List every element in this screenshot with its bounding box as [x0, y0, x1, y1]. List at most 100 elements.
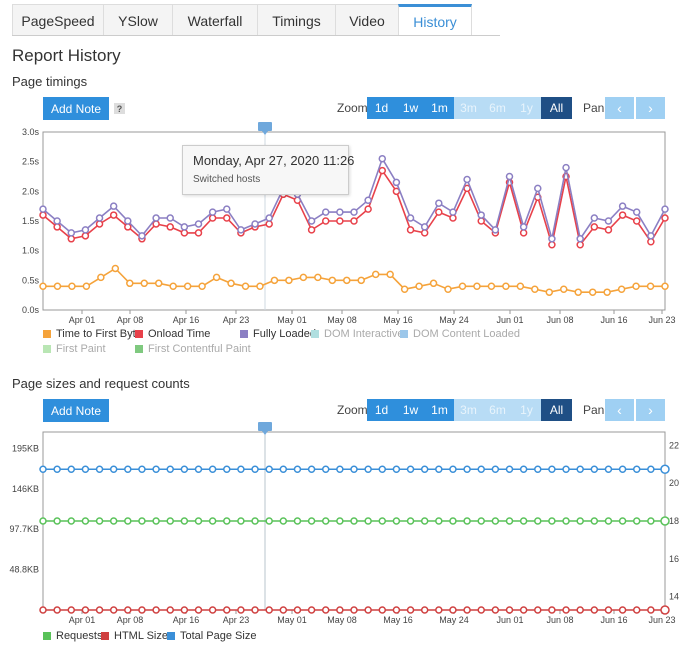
data-point	[576, 240, 584, 249]
legend-html-size[interactable]: HTML Size	[101, 630, 168, 642]
data-point	[661, 214, 669, 222]
data-point	[279, 517, 288, 525]
data-point	[618, 517, 627, 525]
zoom-1y-button[interactable]: 1y	[512, 97, 541, 119]
data-point	[321, 208, 330, 216]
data-point	[350, 606, 358, 614]
data-point	[265, 220, 273, 228]
data-point	[660, 516, 670, 526]
data-point	[212, 273, 221, 282]
data-point	[227, 279, 235, 288]
data-point	[321, 517, 330, 525]
data-point	[307, 217, 316, 225]
data-point	[449, 208, 457, 216]
data-point	[604, 517, 613, 525]
add-note-button-2[interactable]: Add Note	[43, 399, 109, 422]
data-point	[208, 465, 217, 474]
zoom-1d-button[interactable]: 1d	[367, 97, 396, 119]
x-tick-label: Apr 16	[173, 315, 200, 325]
data-point	[604, 465, 613, 474]
data-point	[124, 217, 132, 225]
data-point	[251, 517, 259, 525]
tab-video[interactable]: Video	[335, 4, 399, 36]
legend-fully-loaded[interactable]: Fully Loaded	[240, 328, 316, 340]
data-point	[429, 279, 438, 288]
legend-ttfb[interactable]: Time to First Byte	[43, 328, 142, 340]
x-tick-label: Jun 16	[600, 615, 627, 625]
data-point	[336, 606, 344, 614]
zoom-all-button[interactable]: All	[541, 97, 572, 119]
x-tick-label: Jun 16	[600, 315, 627, 325]
data-point	[378, 606, 387, 614]
data-point	[53, 517, 61, 525]
data-point	[208, 208, 217, 216]
legend-first-contentful-paint-label: First Contentful Paint	[148, 343, 251, 355]
total-page-size-swatch	[167, 632, 175, 640]
x-tick-label: Jun 08	[546, 315, 573, 325]
data-point	[251, 606, 259, 614]
data-point	[241, 282, 250, 291]
legend-dom-content-loaded[interactable]: DOM Content Loaded	[400, 328, 520, 340]
data-point	[502, 282, 510, 291]
tab-waterfall[interactable]: Waterfall	[172, 4, 258, 36]
legend-total-page-size[interactable]: Total Page Size	[167, 630, 256, 642]
y-tick-label-right: 16	[669, 554, 679, 564]
pan-left-button-2[interactable]: ‹	[605, 399, 634, 421]
legend-requests[interactable]: Requests	[43, 630, 102, 642]
tab-history[interactable]: History	[398, 4, 472, 36]
data-point	[463, 175, 471, 184]
y-tick-label-left: 146KB	[12, 484, 39, 494]
legend-dom-interactive[interactable]: DOM Interactive	[311, 328, 403, 340]
legend-first-paint[interactable]: First Paint	[43, 343, 106, 355]
pan-right-button[interactable]: ›	[636, 97, 665, 119]
data-point	[39, 606, 47, 614]
data-point	[435, 465, 443, 474]
data-point	[487, 282, 496, 291]
data-point	[505, 606, 514, 614]
add-note-button[interactable]: Add Note	[43, 97, 109, 120]
sizes-chart[interactable]: 48.8KB 97.7KB 146KB 195KB 14 16 18 20 22 Apr 01 Ap…	[0, 420, 688, 626]
legend-onload[interactable]: Onload Time	[135, 328, 210, 340]
zoom-1y-button-2[interactable]: 1y	[512, 399, 541, 421]
data-point	[444, 285, 452, 293]
tab-pagespeed[interactable]: PageSpeed	[12, 4, 104, 36]
data-point	[378, 154, 387, 163]
data-point	[491, 226, 500, 234]
data-point	[590, 214, 599, 222]
tab-yslow[interactable]: YSlow	[103, 4, 173, 36]
data-point	[343, 276, 351, 285]
pan-right-button-2[interactable]: ›	[636, 399, 665, 421]
x-tick-label: Jun 08	[546, 615, 573, 625]
zoom-1w-button-2[interactable]: 1w	[396, 399, 425, 421]
data-point	[590, 606, 599, 614]
y-tick-label: 0.0s	[22, 305, 40, 315]
zoom-1w-button[interactable]: 1w	[396, 97, 425, 119]
zoom-3m-button[interactable]: 3m	[454, 97, 483, 119]
data-point	[180, 465, 189, 474]
zoom-6m-button-2[interactable]: 6m	[483, 399, 512, 421]
timings-section-title: Page timings	[12, 74, 88, 89]
zoom-all-button-2[interactable]: All	[541, 399, 572, 421]
data-point	[406, 517, 415, 525]
data-point	[406, 606, 415, 614]
zoom-label-2: Zoom	[337, 403, 368, 417]
x-tick-label: May 16	[383, 615, 413, 625]
data-point	[251, 220, 259, 228]
tab-timings[interactable]: Timings	[257, 4, 336, 36]
data-point	[81, 232, 90, 240]
data-point	[588, 288, 597, 296]
zoom-6m-button[interactable]: 6m	[483, 97, 512, 119]
zoom-1m-button-2[interactable]: 1m	[425, 399, 454, 421]
pan-left-button[interactable]: ‹	[605, 97, 634, 119]
zoom-1d-button-2[interactable]: 1d	[367, 399, 396, 421]
tooltip-title: Monday, Apr 27, 2020 11:26	[193, 153, 355, 168]
zoom-1m-button[interactable]: 1m	[425, 97, 454, 119]
zoom-label: Zoom	[337, 101, 368, 115]
y-tick-label: 2.5s	[22, 157, 40, 167]
data-point	[477, 606, 485, 614]
data-point	[548, 606, 556, 614]
help-icon[interactable]: ?	[114, 103, 125, 114]
zoom-3m-button-2[interactable]: 3m	[454, 399, 483, 421]
legend-first-contentful-paint[interactable]: First Contentful Paint	[135, 343, 251, 355]
dom-content-loaded-swatch	[400, 330, 408, 338]
